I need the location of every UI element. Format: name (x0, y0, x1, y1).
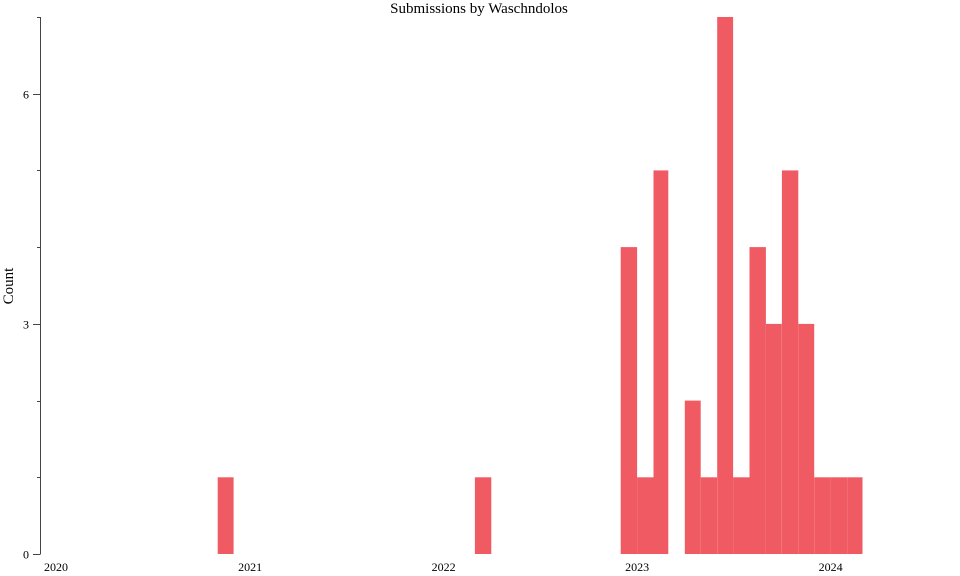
histogram-bar (474, 477, 492, 554)
histogram-bar (765, 323, 782, 554)
histogram-bar (637, 477, 654, 554)
y-axis-label: Count (1, 267, 17, 305)
histogram-bar (733, 477, 750, 554)
histogram-bar (700, 477, 718, 554)
x-tick-label: 2020 (44, 560, 68, 574)
x-tick-label: 2021 (238, 560, 262, 574)
histogram-bar (217, 477, 234, 554)
histogram-bar (814, 477, 831, 554)
histogram-bar (798, 323, 815, 554)
histogram-bar (847, 477, 863, 554)
x-tick-label: 2022 (432, 560, 456, 574)
y-tick-label: 6 (23, 88, 29, 102)
histogram-bar (830, 477, 847, 554)
y-tick-label: 0 (23, 548, 29, 562)
histogram-bar (684, 400, 701, 554)
y-ticks-group: 0 3 6 (23, 17, 41, 562)
chart-title: Submissions by Waschndolos (390, 1, 568, 17)
histogram-bar (653, 170, 669, 554)
histogram-bar (717, 17, 734, 554)
histogram-bar (781, 170, 799, 554)
bars-group (217, 17, 863, 554)
histogram-bar (620, 247, 638, 554)
x-tick-label: 2023 (625, 560, 649, 574)
histogram-bar (749, 247, 766, 554)
x-tick-label: 2024 (819, 560, 843, 574)
x-ticks-group: 2020 2021 2022 2023 2024 (44, 560, 843, 574)
y-tick-label: 3 (23, 318, 29, 332)
